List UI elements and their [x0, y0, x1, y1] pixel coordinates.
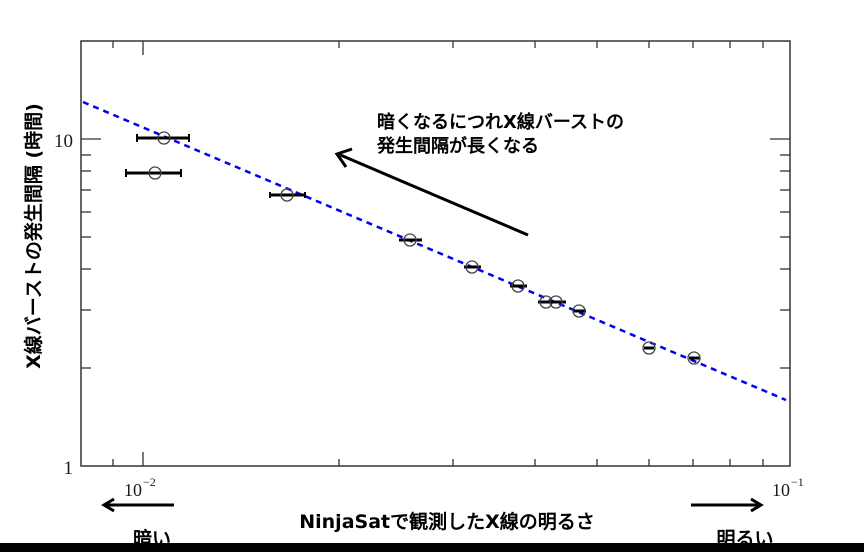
- svg-text:−1: −1: [791, 475, 804, 489]
- data-point: [269, 188, 306, 202]
- data-point: [687, 351, 701, 365]
- x-axis-label: NinjaSatで観測したX線の明るさ: [299, 510, 595, 533]
- plot-frame: [80, 40, 791, 467]
- svg-text:10: 10: [124, 480, 142, 500]
- data-point: [548, 295, 566, 309]
- y-ticks: [81, 138, 790, 369]
- svg-text:−2: −2: [143, 475, 156, 489]
- y-axis-label: X線バーストの発生間隔 (時間): [22, 103, 45, 369]
- x-tick-label-1e-2: 10 −2: [124, 475, 156, 500]
- bottom-bar: [0, 543, 864, 552]
- data-points: [125, 131, 701, 365]
- left-arrow-icon: [101, 497, 174, 513]
- data-point: [642, 341, 656, 355]
- annotation-line-1: 暗くなるにつれX線バーストの: [377, 111, 624, 133]
- x-tick-label-1e-1: 10 −1: [772, 475, 804, 500]
- trend-arrow: [334, 147, 529, 237]
- right-arrow-icon: [691, 497, 764, 513]
- annotation-line-2: 発生間隔が長くなる: [376, 135, 539, 157]
- y-tick-label-1: 1: [64, 458, 74, 479]
- y-tick-label-10: 10: [54, 131, 73, 152]
- data-point: [464, 260, 481, 274]
- data-point: [125, 166, 182, 180]
- data-point: [510, 279, 527, 293]
- x-ticks: [112, 41, 764, 466]
- data-point: [136, 131, 190, 145]
- svg-text:10: 10: [772, 480, 790, 500]
- data-point: [399, 233, 422, 247]
- data-point: [572, 304, 586, 318]
